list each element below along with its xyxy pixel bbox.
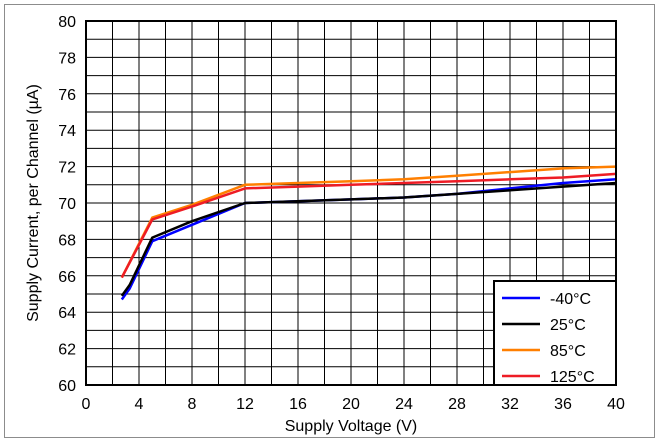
y-tick-label: 80 <box>58 14 76 31</box>
x-axis-label: Supply Voltage (V) <box>285 418 418 435</box>
x-tick-label: 0 <box>82 396 91 413</box>
y-tick-label: 78 <box>58 50 76 67</box>
series-line <box>120 181 617 297</box>
x-tick-label: 24 <box>395 396 413 413</box>
tick-labels: 0 4 8 12 16 20 24 28 32 36 40 60 62 64 66 68 70 72 74 76 78 8… <box>58 14 625 413</box>
legend-label: 85°C <box>550 343 586 360</box>
plot-area-border <box>85 20 617 386</box>
x-tick-label: 36 <box>554 396 572 413</box>
series-lines <box>120 165 617 301</box>
series-line <box>120 172 617 279</box>
y-tick-label: 76 <box>58 87 76 104</box>
x-tick-label: 28 <box>448 396 466 413</box>
x-tick-label: 16 <box>289 396 307 413</box>
legend: -40°C 25°C 85°C 125°C <box>493 280 617 386</box>
legend-label: -40°C <box>550 291 591 308</box>
y-tick-label: 72 <box>58 160 76 177</box>
y-tick-label: 66 <box>58 269 76 286</box>
y-tick-label: 70 <box>58 196 76 213</box>
y-axis-label: Supply Current, per Channel (µA) <box>25 84 42 322</box>
x-tick-label: 12 <box>236 396 254 413</box>
y-tick-label: 68 <box>58 232 76 249</box>
series-line <box>120 165 617 279</box>
x-tick-label: 8 <box>188 396 197 413</box>
legend-label: 25°C <box>550 317 586 334</box>
x-tick-label: 32 <box>501 396 519 413</box>
y-tick-label: 60 <box>58 378 76 395</box>
legend-label: 125°C <box>550 369 595 386</box>
y-tick-label: 62 <box>58 342 76 359</box>
x-tick-label: 40 <box>607 396 625 413</box>
y-tick-label: 64 <box>58 305 76 322</box>
y-tick-label: 74 <box>58 123 76 140</box>
x-tick-label: 20 <box>342 396 360 413</box>
x-tick-label: 4 <box>135 396 144 413</box>
